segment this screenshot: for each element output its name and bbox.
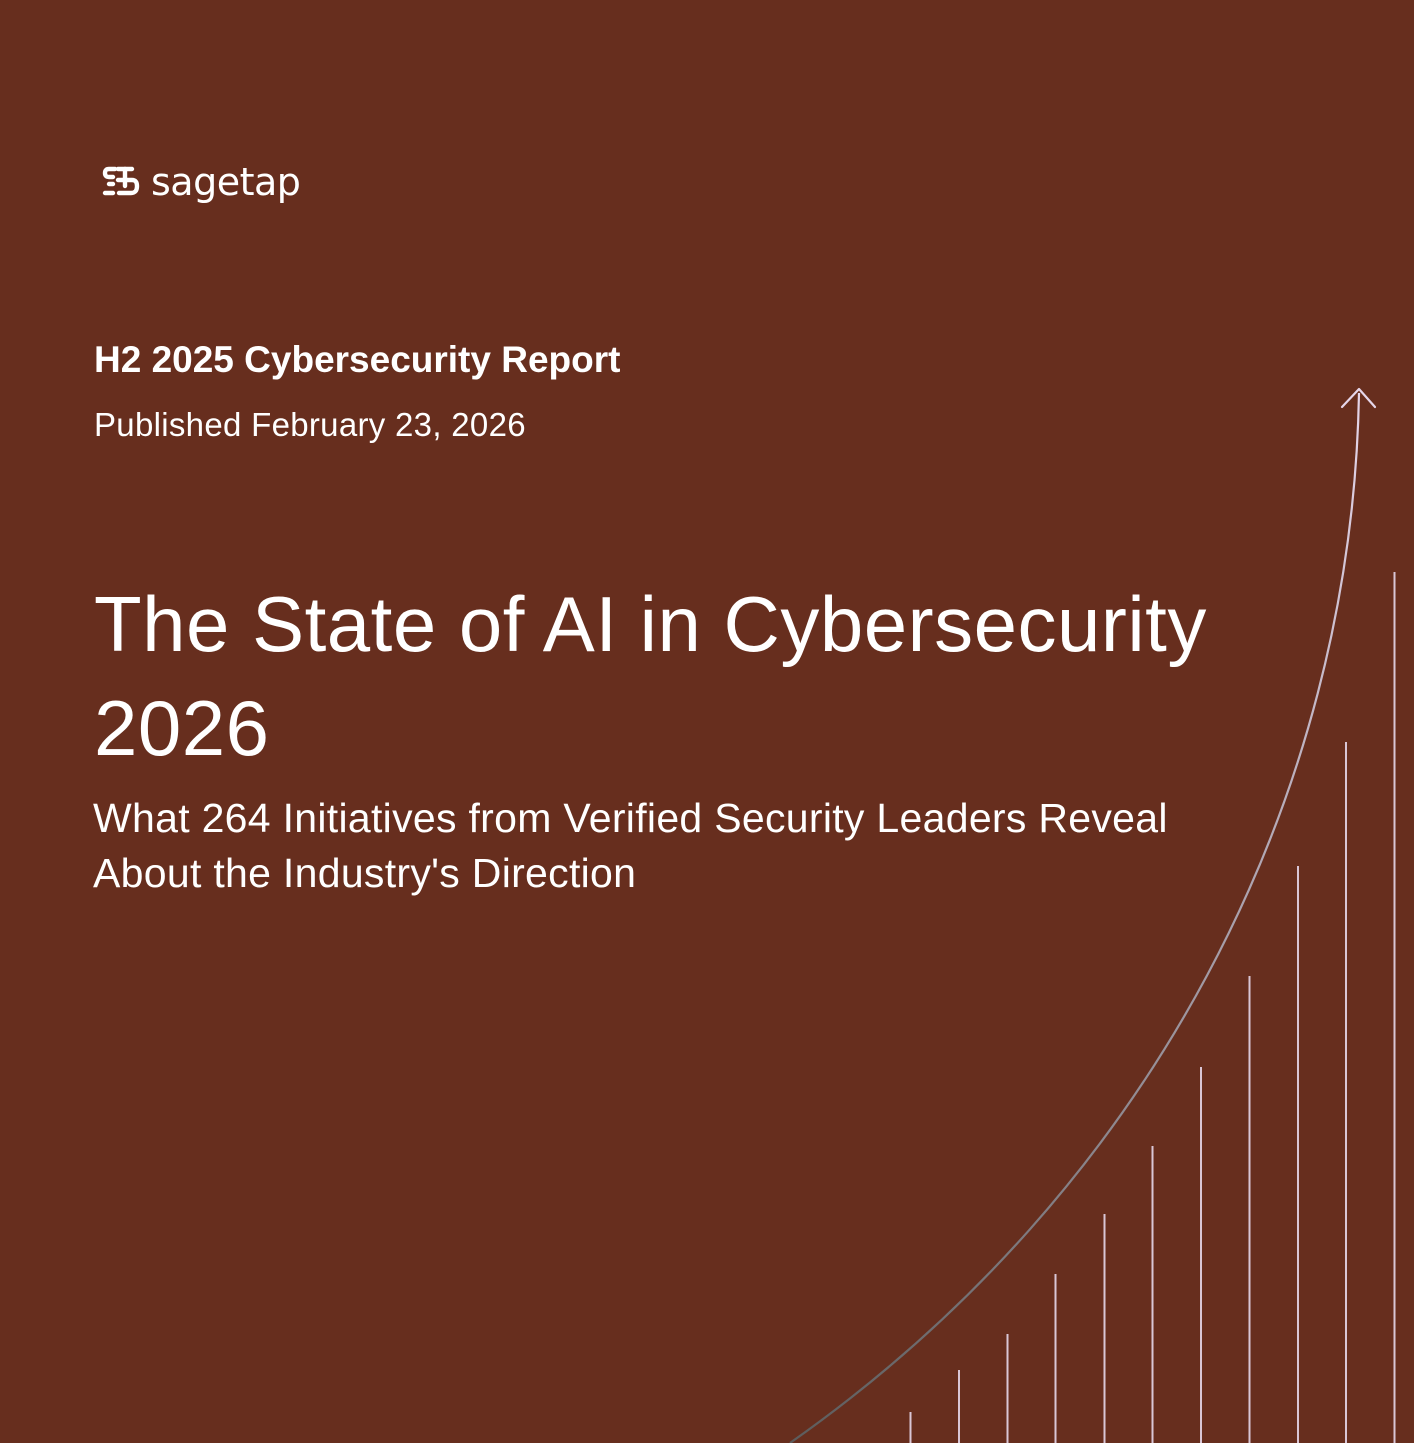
arrow-up-icon [1340,387,1377,409]
published-date: Published February 23, 2026 [94,406,526,443]
brand-name: sagetap [151,160,301,204]
growth-curve [789,392,1361,1443]
brand-logo: sagetap [101,156,301,208]
growth-bars [909,572,1396,1443]
report-label: H2 2025 Cybersecurity Report [94,339,621,380]
sagetap-logo-icon [102,166,140,196]
page-title: The State of AI in Cybersecurity 2026 [94,580,1207,772]
page-subtitle: What 264 Initiatives from Verified Secur… [93,795,1168,896]
